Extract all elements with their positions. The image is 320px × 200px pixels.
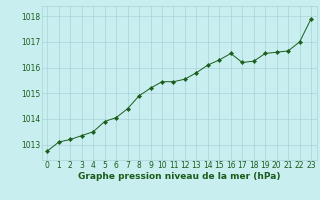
X-axis label: Graphe pression niveau de la mer (hPa): Graphe pression niveau de la mer (hPa) (78, 172, 280, 181)
